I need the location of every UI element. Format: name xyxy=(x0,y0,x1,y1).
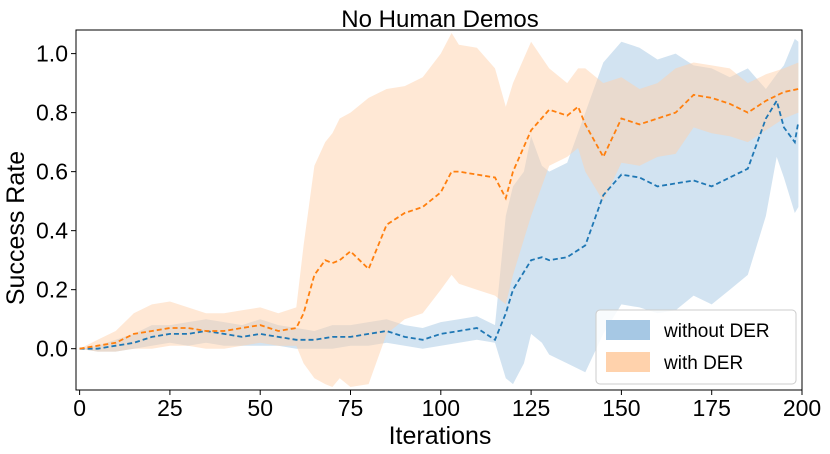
x-axis-label: Iterations xyxy=(389,422,492,450)
y-tick-label: 1.0 xyxy=(36,41,68,67)
x-tick-label: 25 xyxy=(157,395,183,421)
y-tick-label: 0.0 xyxy=(36,336,68,362)
band-series-1 xyxy=(79,33,799,387)
x-tick-label: 150 xyxy=(602,395,640,421)
x-tick-label: 75 xyxy=(338,395,364,421)
y-tick-label: 0.6 xyxy=(36,159,68,185)
x-tick-label: 0 xyxy=(73,395,86,421)
y-axis-ticks: 0.0 0.2 0.4 0.6 0.8 1.0 xyxy=(36,41,76,362)
legend-label: with DER xyxy=(663,353,743,374)
x-tick-label: 125 xyxy=(512,395,550,421)
x-tick-label: 200 xyxy=(783,395,821,421)
line-series-0 xyxy=(79,98,800,350)
x-axis-ticks: 0 25 50 75 100 125 150 175 200 xyxy=(73,390,821,421)
y-tick-label: 0.2 xyxy=(36,277,68,303)
plot-frame xyxy=(75,29,803,391)
y-axis-label: Success Rate xyxy=(2,151,30,305)
legend-swatch xyxy=(606,352,650,372)
legend: without DER with DER xyxy=(595,309,797,385)
x-tick-label: 175 xyxy=(693,395,731,421)
y-tick-label: 0.4 xyxy=(36,218,68,244)
x-tick-label: 50 xyxy=(247,395,273,421)
y-tick-label: 0.8 xyxy=(36,100,68,126)
legend-label: without DER xyxy=(663,321,770,342)
mean-lines xyxy=(79,88,800,350)
chart-title: No Human Demos xyxy=(341,6,538,33)
legend-swatch xyxy=(606,320,650,340)
x-tick-label: 100 xyxy=(422,395,460,421)
